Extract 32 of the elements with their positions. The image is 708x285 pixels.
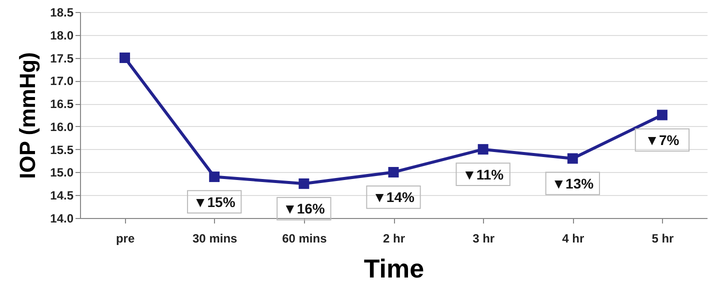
x-axis-title: Time [364,254,424,284]
x-tick-label: 4 hr [562,232,584,246]
point [388,166,399,178]
y-tick-label: 15.0 [50,166,74,180]
y-tick-label: 14.0 [50,212,74,226]
y-tick-label: 16.5 [50,97,74,112]
annotation: ▼13% [552,175,594,192]
point [120,52,130,64]
annotation: ▼7% [645,132,680,148]
x-tick-label: 5 hr [652,232,674,246]
point [478,144,488,155]
x-tick-label: 2 hr [382,232,406,246]
y-tick-label: 18.5 [50,6,74,20]
x-tick-label: pre [116,232,135,246]
x-tick-label: 60 mins [282,232,328,246]
x-tick-label: 3 hr [472,232,495,246]
point [656,110,668,120]
y-tick-label: 17.0 [50,74,74,88]
point [567,153,578,164]
annotation: ▼16% [282,200,326,217]
point [298,178,310,189]
point [209,172,220,182]
annotation: ▼14% [372,189,415,206]
annotation: ▼15% [193,194,236,210]
y-tick-label: 17.5 [50,51,74,66]
y-tick-label: 15.5 [50,142,74,157]
y-tick-label: 16.0 [50,120,74,134]
x-tick-label: 30 mins [192,232,238,246]
annotation: ▼11% [462,166,504,182]
y-tick-label: 18.0 [50,28,74,42]
y-tick-label: 14.5 [50,188,74,203]
y-axis-title: IOP (mmHg) [15,52,40,179]
